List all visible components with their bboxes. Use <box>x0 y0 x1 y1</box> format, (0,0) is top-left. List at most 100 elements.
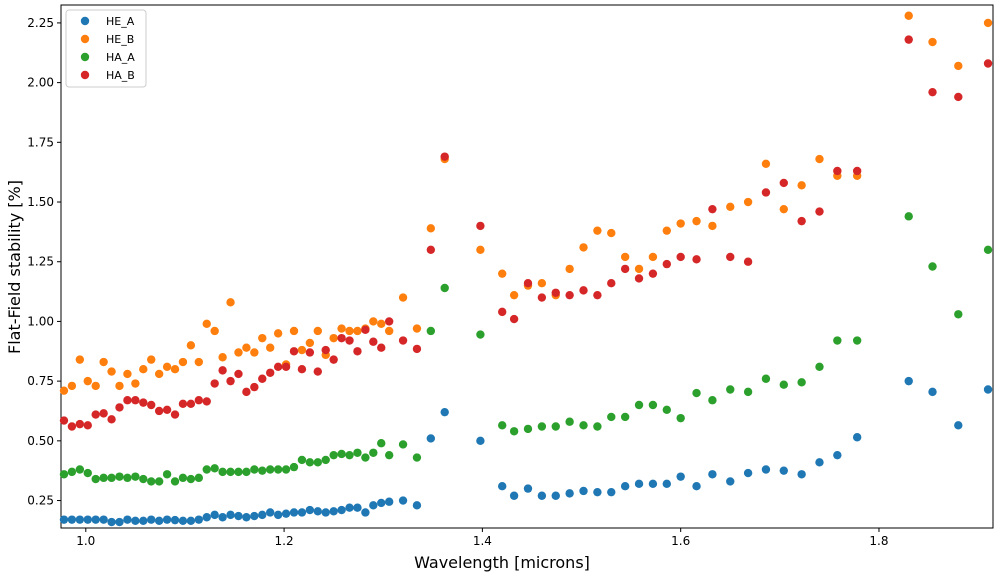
point-ha-b <box>662 259 671 269</box>
point-ha-b <box>337 333 346 343</box>
point-ha-a <box>743 387 753 397</box>
legend-marker-ha-b <box>80 70 90 80</box>
point-he-b <box>353 326 362 336</box>
point-ha-b <box>648 269 658 278</box>
point-he-a <box>620 482 630 491</box>
point-ha-b <box>83 421 92 430</box>
point-ha-a <box>852 336 862 345</box>
point-ha-a <box>692 388 701 398</box>
point-ha-a <box>266 465 275 474</box>
point-he-a <box>107 517 116 527</box>
point-he-b <box>170 364 180 374</box>
point-he-b <box>579 243 588 252</box>
point-he-b <box>289 326 299 336</box>
point-he-b <box>377 319 386 329</box>
point-he-a <box>131 516 140 526</box>
point-ha-b <box>266 368 275 377</box>
point-ha-b <box>954 92 963 102</box>
x-axis-title: Wavelength [microns] <box>414 553 590 572</box>
point-ha-a <box>202 465 211 474</box>
point-ha-a <box>107 473 116 483</box>
point-he-a <box>242 513 251 522</box>
point-ha-b <box>289 347 299 356</box>
point-ha-a <box>305 458 315 467</box>
point-ha-a <box>226 467 235 477</box>
point-he-b <box>123 369 132 379</box>
point-ha-a <box>377 439 386 448</box>
point-he-a <box>384 497 394 506</box>
legend-label-ha-b: HA_B <box>106 69 135 82</box>
point-he-a <box>75 515 85 524</box>
x-tick-label: 1.6 <box>671 534 690 548</box>
point-he-a <box>648 479 658 489</box>
point-ha-a <box>954 310 963 319</box>
point-ha-b <box>186 399 196 409</box>
point-ha-b <box>202 397 211 406</box>
point-he-b <box>186 341 196 350</box>
point-he-b <box>761 159 771 169</box>
point-ha-b <box>551 288 560 297</box>
point-ha-a <box>154 477 164 486</box>
point-he-a <box>345 503 354 512</box>
point-ha-a <box>412 453 422 462</box>
y-tick-label: 0.75 <box>27 374 54 388</box>
point-ha-a <box>398 440 408 449</box>
legend-box <box>65 9 147 88</box>
y-tick-label: 2.00 <box>27 76 54 90</box>
point-ha-a <box>273 465 283 474</box>
point-ha-a <box>904 212 913 221</box>
point-ha-a <box>313 458 322 467</box>
point-ha-a <box>708 396 717 405</box>
point-ha-b <box>321 345 330 355</box>
point-he-b <box>797 181 806 190</box>
point-he-a <box>194 515 204 524</box>
point-he-a <box>123 515 132 524</box>
point-ha-b <box>904 35 913 44</box>
point-ha-b <box>170 410 180 419</box>
point-he-b <box>779 204 788 214</box>
point-ha-a <box>186 474 196 484</box>
point-he-b <box>369 317 378 326</box>
point-he-a <box>321 508 330 517</box>
point-he-a <box>498 482 507 491</box>
point-he-a <box>305 505 315 515</box>
point-he-b <box>620 252 630 262</box>
point-ha-a <box>353 448 362 457</box>
point-ha-a <box>321 455 330 465</box>
point-he-b <box>234 348 243 357</box>
point-ha-b <box>440 152 449 161</box>
point-ha-a <box>91 474 100 484</box>
point-ha-a <box>565 417 574 426</box>
point-ha-b <box>692 255 701 264</box>
point-ha-a <box>131 472 140 481</box>
point-he-b <box>743 197 753 207</box>
point-ha-b <box>154 406 164 416</box>
point-ha-b <box>377 343 386 352</box>
point-ha-a <box>123 473 132 483</box>
point-he-a <box>139 516 148 526</box>
point-he-b <box>928 37 937 47</box>
point-he-a <box>476 436 485 446</box>
point-ha-b <box>983 59 993 68</box>
point-he-b <box>59 386 69 395</box>
point-ha-b <box>797 216 806 226</box>
point-he-a <box>692 482 701 491</box>
y-tick-label: 0.25 <box>27 494 54 508</box>
point-ha-a <box>194 473 204 483</box>
point-he-a <box>954 421 963 430</box>
point-ha-a <box>426 326 436 336</box>
point-ha-b <box>361 325 370 334</box>
point-he-a <box>369 501 378 510</box>
point-he-a <box>250 511 259 521</box>
point-he-b <box>662 226 671 235</box>
point-ha-b <box>537 293 547 302</box>
point-he-a <box>797 470 806 479</box>
point-he-b <box>815 154 824 164</box>
y-tick-label: 2.25 <box>27 16 54 30</box>
point-ha-a <box>147 477 156 486</box>
point-ha-b <box>194 396 204 405</box>
point-ha-a <box>523 424 533 434</box>
point-ha-b <box>353 347 362 356</box>
point-he-a <box>266 508 275 517</box>
point-he-a <box>91 515 100 524</box>
